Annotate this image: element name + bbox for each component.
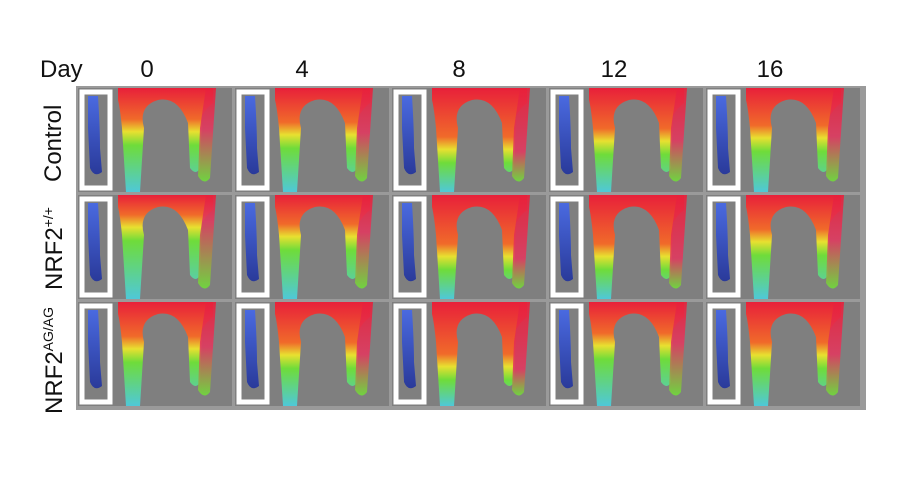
heatmap-finger <box>826 302 844 396</box>
heatmap-shape <box>432 88 527 192</box>
heatmap-shape <box>118 302 213 406</box>
heatmap-shape <box>746 195 841 299</box>
heatmap-shape <box>589 88 684 192</box>
row-label-control: Control <box>40 104 67 182</box>
panel-row1-col5 <box>706 88 860 192</box>
heatmap-finger <box>198 302 216 396</box>
inset-box <box>79 89 113 191</box>
inset-strip <box>88 310 102 389</box>
column-label-day-4: 4 <box>295 56 309 83</box>
inset-box <box>79 196 113 298</box>
heatmap-finger <box>512 88 530 182</box>
inset-strip <box>716 96 730 175</box>
inset-box <box>393 303 427 405</box>
inset-strip <box>402 203 416 282</box>
inset-box <box>550 196 584 298</box>
column-label-day-8: 8 <box>452 56 466 83</box>
inset-box <box>236 196 270 298</box>
inset-box <box>550 303 584 405</box>
heatmap-shape <box>589 302 684 406</box>
heatmap-finger <box>826 195 844 289</box>
heatmap-finger <box>355 195 373 289</box>
row-label-nrf2-wt: NRF2+/+ <box>40 207 68 290</box>
inset-strip <box>402 96 416 175</box>
inset-strip <box>559 310 573 389</box>
heatmap-finger <box>669 88 687 182</box>
heatmap-finger <box>355 88 373 182</box>
heatmap-shape <box>746 302 841 406</box>
column-label-day-12: 12 <box>600 56 628 83</box>
column-label-day-0: 0 <box>140 56 154 83</box>
heatmap-shape <box>118 88 213 192</box>
inset-strip <box>559 96 573 175</box>
inset-strip <box>88 96 102 175</box>
panel-row3-col5 <box>706 302 860 406</box>
panel-row1-col3 <box>392 88 546 192</box>
image-grid <box>76 86 866 410</box>
heatmap-finger <box>826 88 844 182</box>
panel-row1-col4 <box>549 88 703 192</box>
heatmap-shape <box>589 195 684 299</box>
inset-box <box>550 89 584 191</box>
panel-row3-col4 <box>549 302 703 406</box>
image-grid-svg <box>78 88 860 406</box>
inset-strip <box>559 203 573 282</box>
inset-box <box>707 196 741 298</box>
heatmap-finger <box>669 302 687 396</box>
panel-row3-col3 <box>392 302 546 406</box>
panel-row2-col1 <box>78 195 232 299</box>
inset-box <box>393 89 427 191</box>
inset-strip <box>716 203 730 282</box>
panel-row1-col1 <box>78 88 232 192</box>
inset-strip <box>716 310 730 389</box>
inset-box <box>236 303 270 405</box>
inset-strip <box>245 310 259 389</box>
heatmap-finger <box>512 302 530 396</box>
heatmap-shape <box>746 88 841 192</box>
day-label: Day <box>40 56 83 83</box>
heatmap-finger <box>355 302 373 396</box>
heatmap-finger <box>198 195 216 289</box>
heatmap-shape <box>432 302 527 406</box>
panel-row3-col2 <box>235 302 389 406</box>
heatmap-shape <box>275 88 370 192</box>
inset-strip <box>402 310 416 389</box>
inset-box <box>707 303 741 405</box>
panel-row1-col2 <box>235 88 389 192</box>
panel-row3-col1 <box>78 302 232 406</box>
panel-row2-col4 <box>549 195 703 299</box>
heatmap-finger <box>512 195 530 289</box>
heatmap-finger <box>198 88 216 182</box>
heatmap-shape <box>432 195 527 299</box>
panel-row2-col5 <box>706 195 860 299</box>
inset-box <box>79 303 113 405</box>
heatmap-shape <box>275 195 370 299</box>
column-label-day-16: 16 <box>756 56 784 83</box>
inset-box <box>236 89 270 191</box>
panel-row2-col3 <box>392 195 546 299</box>
heatmap-shape <box>275 302 370 406</box>
inset-box <box>707 89 741 191</box>
heatmap-finger <box>669 195 687 289</box>
inset-box <box>393 196 427 298</box>
panel-row2-col2 <box>235 195 389 299</box>
row-label-nrf2-ag: NRF2AG/AG <box>40 306 68 414</box>
inset-strip <box>245 203 259 282</box>
heatmap-shape <box>118 195 213 299</box>
inset-strip <box>245 96 259 175</box>
inset-strip <box>88 203 102 282</box>
